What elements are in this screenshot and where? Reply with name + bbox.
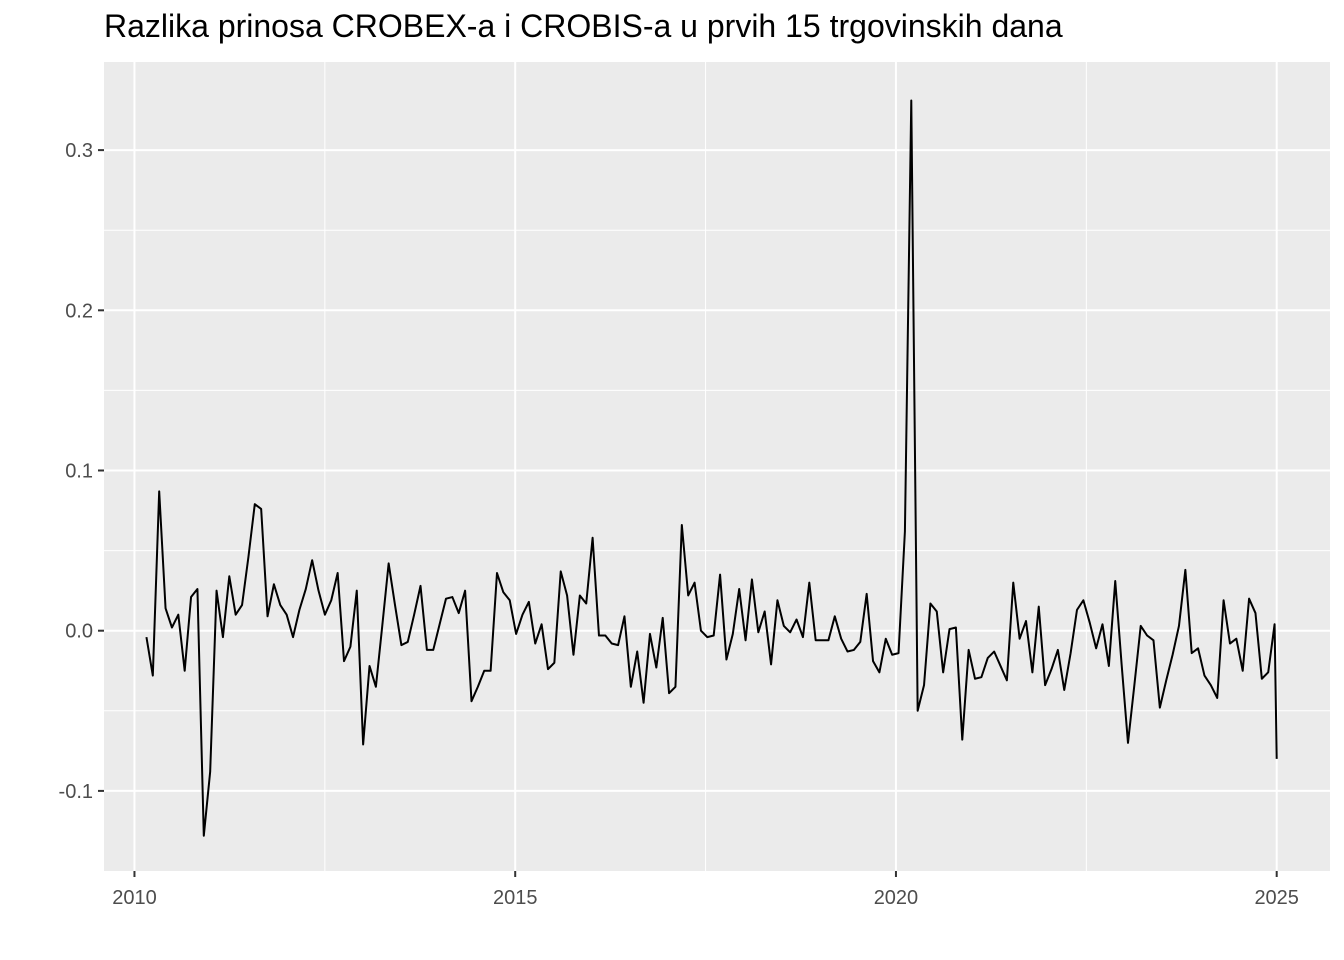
- series-line: [145, 99, 1278, 837]
- x-tick-label: 2025: [1254, 887, 1299, 909]
- x-tick-label: 2015: [493, 887, 538, 909]
- y-tick-label: 0.2: [65, 300, 93, 322]
- major-grid: [104, 62, 1330, 871]
- chart-title: Razlika prinosa CROBEX-a i CROBIS-a u pr…: [104, 8, 1063, 44]
- plot-panel: [104, 62, 1330, 871]
- y-tick-label: -0.1: [59, 781, 93, 803]
- y-tick-label: 0.3: [65, 140, 93, 162]
- minor-grid: [104, 62, 1330, 871]
- x-tick-label: 2020: [874, 887, 919, 909]
- y-tick-label: 0.1: [65, 461, 93, 483]
- x-axis: 2010 2015 2020 2025: [112, 871, 1299, 909]
- y-axis: -0.1 0.0 0.1 0.2 0.3: [59, 140, 104, 803]
- x-tick-label: 2010: [112, 887, 157, 909]
- series-layer: [145, 99, 1278, 837]
- y-tick-label: 0.0: [65, 621, 93, 643]
